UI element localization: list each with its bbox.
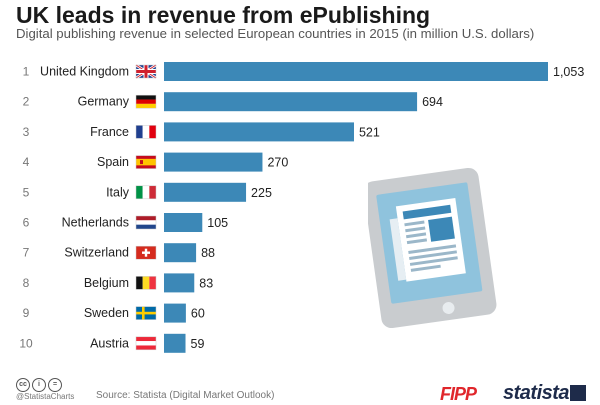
switzerland-flag-icon <box>135 245 157 260</box>
sweden-flag-icon <box>135 306 157 320</box>
bar-rank: 5 <box>23 185 30 199</box>
statista-logo: statista <box>503 382 570 404</box>
bar-rank: 7 <box>23 246 30 260</box>
bar-rank: 10 <box>19 336 33 350</box>
bar-rank: 4 <box>23 155 30 169</box>
belgium-flag-icon <box>135 276 157 290</box>
france-flag-icon <box>135 125 157 139</box>
bar-rank: 9 <box>23 306 30 320</box>
bar <box>164 213 203 232</box>
bar-rank: 3 <box>23 125 30 139</box>
bar <box>164 243 197 263</box>
bar-category-label: Netherlands <box>62 216 129 230</box>
bar-category-label: Italy <box>106 185 130 199</box>
bar-category-label: Spain <box>97 155 129 169</box>
bar-rank: 8 <box>23 276 30 290</box>
chart-subtitle: Digital publishing revenue in selected E… <box>16 26 535 41</box>
bar-category-label: Switzerland <box>64 246 129 260</box>
bar <box>164 273 195 293</box>
license-icons: cc i = <box>16 378 62 392</box>
bar-category-label: France <box>90 125 129 139</box>
bar-value-label: 694 <box>422 95 443 109</box>
bar-value-label: 83 <box>199 276 213 290</box>
bar-category-label: United Kingdom <box>40 65 129 79</box>
bar-category-label: Sweden <box>84 306 129 320</box>
bar-value-label: 270 <box>267 156 288 170</box>
bar-value-label: 60 <box>191 307 205 321</box>
bar-category-label: Germany <box>78 95 130 109</box>
bar <box>164 152 263 172</box>
spain-flag-icon <box>135 155 157 169</box>
chart-title: UK leads in revenue from ePublishing <box>16 2 431 28</box>
nd-icon: = <box>48 378 62 392</box>
tablet-newspaper-icon <box>368 167 497 329</box>
bar <box>164 122 354 142</box>
bar-value-label: 88 <box>201 246 215 260</box>
netherlands-flag-icon <box>135 215 157 230</box>
bar-category-label: Belgium <box>84 276 129 290</box>
statista-logo-mark <box>570 385 586 401</box>
bar-value-label: 1,053 <box>553 65 584 79</box>
germany-flag-icon <box>135 94 157 109</box>
uk-flag-icon <box>135 63 157 80</box>
footer: cc i = @StatistaCharts Source: Statista … <box>0 376 600 404</box>
bar <box>164 92 418 112</box>
bar-value-label: 105 <box>207 216 228 230</box>
bar <box>164 333 186 353</box>
cc-icon: cc <box>16 378 30 392</box>
bar <box>164 182 247 202</box>
twitter-handle: @StatistaCharts <box>16 392 75 401</box>
austria-flag-icon <box>135 336 157 351</box>
bar-value-label: 521 <box>359 125 380 139</box>
bar <box>164 303 186 323</box>
bar-rank: 2 <box>23 95 30 109</box>
fipp-logo: FIPP <box>440 384 477 404</box>
bar-rank: 6 <box>23 216 30 230</box>
bar-category-label: Austria <box>90 336 129 350</box>
by-icon: i <box>32 378 46 392</box>
bar-rank: 1 <box>23 65 30 79</box>
bar-value-label: 59 <box>191 337 205 351</box>
source-note: Source: Statista (Digital Market Outlook… <box>96 390 275 401</box>
bar-value-label: 225 <box>251 186 272 200</box>
italy-flag-icon <box>135 185 157 200</box>
bar <box>164 62 548 81</box>
